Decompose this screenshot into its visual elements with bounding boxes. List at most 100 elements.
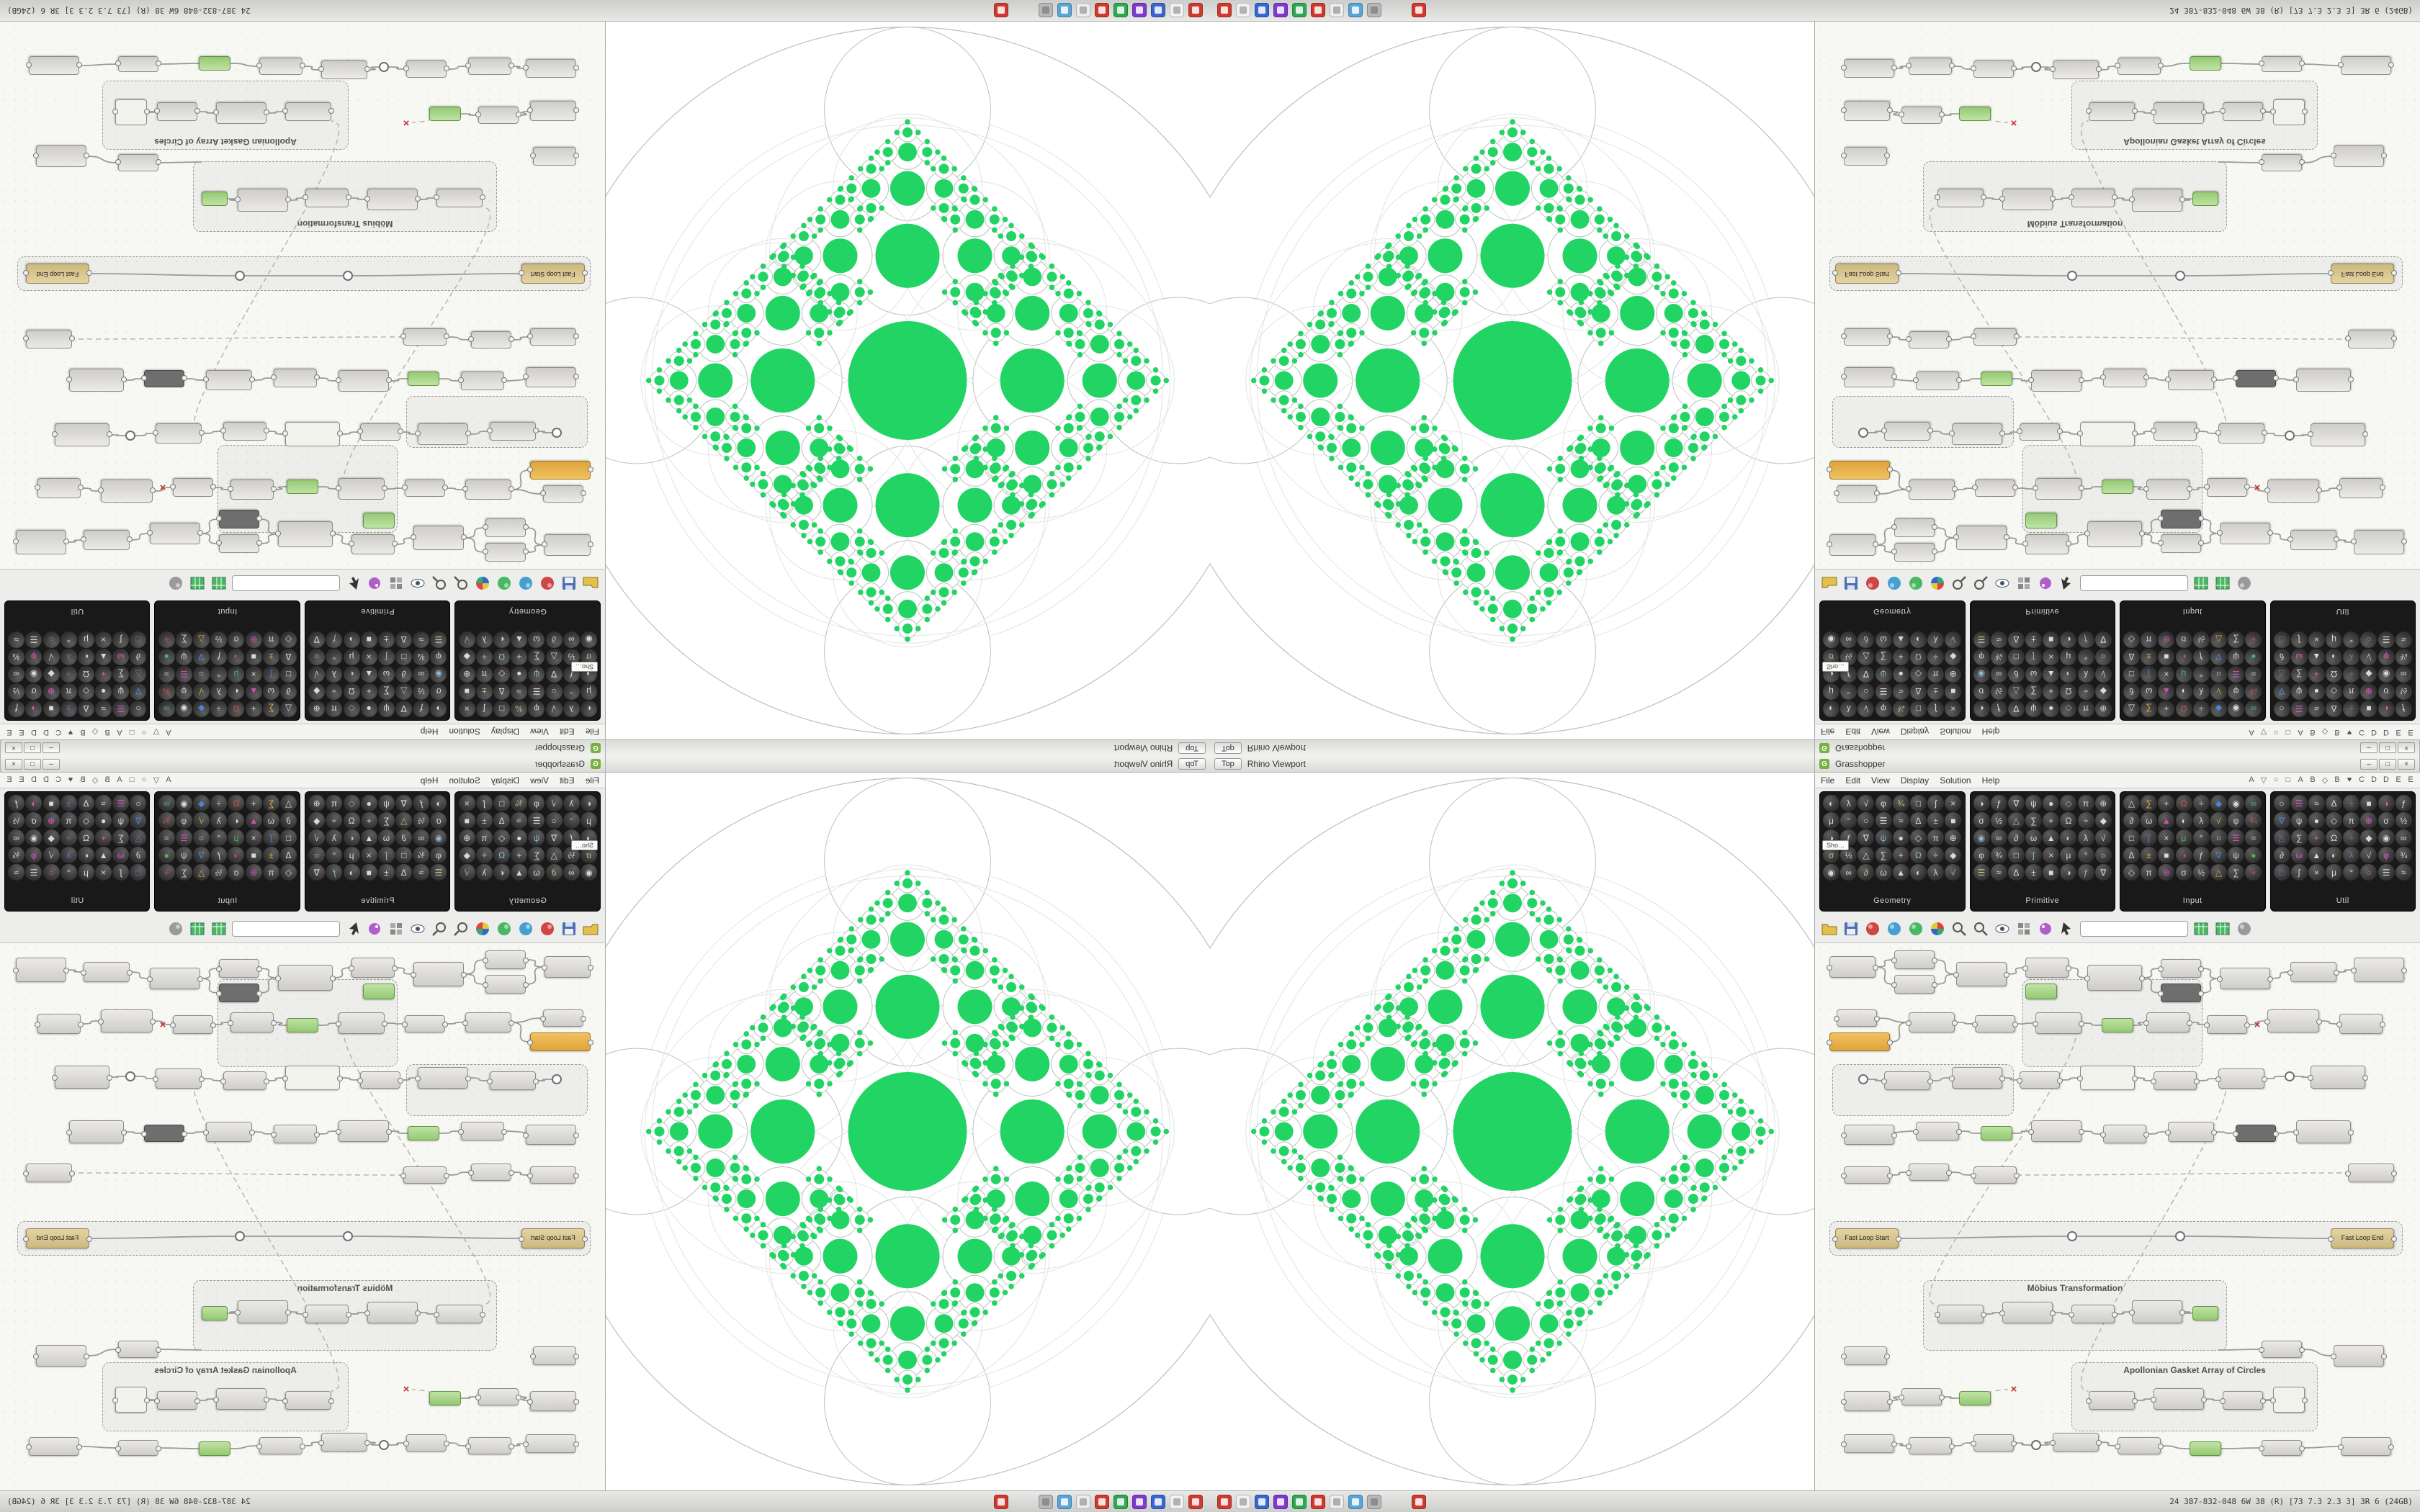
component-icon[interactable]: λ (1927, 864, 1945, 881)
component-icon[interactable]: ± (475, 683, 493, 700)
component-icon[interactable]: ¾ (158, 683, 175, 700)
component-icon[interactable]: ■ (1945, 812, 1962, 829)
component-icon[interactable]: ∞ (413, 829, 430, 846)
gh-node[interactable] (84, 962, 130, 982)
component-icon[interactable]: π (475, 666, 493, 683)
component-icon[interactable]: λ (563, 701, 580, 717)
search-input[interactable] (232, 920, 340, 937)
component-icon[interactable]: √ (1857, 701, 1875, 717)
component-icon[interactable]: ∞ (1990, 666, 2007, 683)
component-icon[interactable]: ∑ (377, 683, 395, 700)
component-icon[interactable]: √ (2094, 666, 2112, 683)
component-icon[interactable]: ▲ (511, 864, 528, 881)
gh-node[interactable] (2354, 530, 2404, 554)
component-icon[interactable]: × (2043, 649, 2060, 665)
gh-node[interactable] (543, 485, 583, 503)
gh-node[interactable] (287, 480, 318, 494)
component-icon[interactable]: ⊕ (2094, 795, 2112, 811)
component-icon[interactable]: ∑ (1875, 847, 1892, 863)
gh-node[interactable] (219, 534, 259, 553)
space-tab[interactable]: B (2334, 775, 2340, 784)
component-icon[interactable]: Δ (280, 649, 297, 665)
gh-node[interactable] (363, 513, 395, 528)
zoom-selection-icon[interactable] (431, 575, 448, 593)
taskbar-app-icon[interactable] (1057, 3, 1072, 18)
component-icon[interactable]: ψ (2290, 683, 2308, 700)
component-icon[interactable]: ◐ (1909, 631, 1927, 648)
gh-node[interactable] (1916, 372, 1959, 390)
component-icon[interactable]: ≈ (1892, 812, 1909, 829)
component-icon[interactable]: ☰ (25, 864, 42, 881)
component-icon[interactable]: ◇ (280, 631, 297, 648)
space-tab[interactable]: ▽ (2260, 727, 2267, 736)
gh-node[interactable] (408, 1126, 439, 1140)
component-icon[interactable]: ■ (42, 795, 60, 811)
component-icon[interactable]: ω (2025, 829, 2043, 846)
component-icon[interactable]: ◆ (2360, 829, 2378, 846)
component-icon[interactable]: ⊕ (2158, 864, 2175, 881)
gh-node[interactable] (118, 1440, 158, 1456)
component-icon[interactable]: Δ (2007, 864, 2025, 881)
component-icon[interactable]: × (2043, 847, 2060, 863)
space-tab[interactable]: A (166, 728, 171, 737)
component-icon[interactable]: ψ (528, 666, 545, 683)
gh-node[interactable] (1841, 1391, 1893, 1411)
component-icon[interactable]: λ (475, 864, 493, 881)
gh-node[interactable] (1837, 485, 1877, 503)
component-icon[interactable]: λ (60, 847, 77, 863)
menu-file[interactable]: File (1821, 775, 1835, 786)
component-icon[interactable]: ω (1875, 864, 1892, 881)
close-button[interactable]: × (2398, 742, 2415, 754)
space-tab[interactable]: C (55, 728, 61, 737)
component-icon[interactable]: ○ (42, 631, 60, 648)
taskbar-app-icon[interactable] (1095, 3, 1109, 18)
component-icon[interactable]: π (2141, 864, 2158, 881)
component-icon[interactable]: ° (2343, 864, 2360, 881)
component-icon[interactable]: φ (1973, 847, 1990, 863)
gh-node[interactable] (2351, 958, 2407, 982)
show-button[interactable]: Sho… (570, 840, 598, 850)
component-icon[interactable]: ω (528, 631, 545, 648)
space-tab[interactable]: D (31, 775, 37, 784)
component-icon[interactable]: ☰ (430, 864, 447, 881)
gh-node[interactable] (2025, 534, 2069, 554)
space-tab[interactable]: A (166, 775, 171, 784)
taskbar-app-icon[interactable] (1113, 1494, 1128, 1509)
gh-node[interactable] (485, 543, 526, 562)
component-icon[interactable]: λ (2077, 829, 2094, 846)
gh-node[interactable] (305, 189, 349, 207)
component-icon[interactable]: ◉ (25, 829, 42, 846)
component-icon[interactable]: ■ (245, 847, 262, 863)
component-icon[interactable]: ½ (2395, 812, 2412, 829)
component-icon[interactable]: Ω (2326, 666, 2343, 683)
component-icon[interactable]: ■ (458, 683, 475, 700)
component-icon[interactable]: ÷ (2192, 795, 2210, 811)
component-icon[interactable]: ¾ (413, 649, 430, 665)
component-icon[interactable]: λ (60, 649, 77, 665)
gh-node[interactable] (406, 1434, 447, 1452)
component-icon[interactable]: √ (308, 666, 326, 683)
component-icon[interactable]: λ (2192, 683, 2210, 700)
rhino-viewport[interactable] (1210, 22, 1815, 739)
gh-node[interactable] (406, 60, 447, 78)
gh-node[interactable] (1981, 372, 2012, 386)
component-icon[interactable]: ◆ (2360, 666, 2378, 683)
gh-node[interactable] (413, 526, 464, 550)
component-icon[interactable]: ○ (193, 666, 210, 683)
wireframe-icon[interactable] (387, 920, 405, 937)
component-icon[interactable]: μ (228, 829, 245, 846)
taskbar-app-icon[interactable] (1330, 3, 1344, 18)
component-icon[interactable]: ∇ (395, 795, 413, 811)
component-icon[interactable]: × (458, 795, 475, 811)
gh-node[interactable] (339, 1120, 389, 1142)
gh-node[interactable] (351, 534, 395, 554)
component-icon[interactable]: ¾ (511, 795, 528, 811)
wireframe-icon[interactable] (2015, 920, 2033, 937)
gh-node[interactable] (219, 959, 259, 978)
gh-node[interactable] (238, 1300, 288, 1323)
gh-node[interactable] (37, 1014, 81, 1034)
gh-node[interactable] (1827, 956, 1878, 978)
gh-node[interactable] (436, 189, 483, 207)
component-icon[interactable]: μ (228, 666, 245, 683)
component-icon[interactable]: ◉ (581, 631, 597, 648)
